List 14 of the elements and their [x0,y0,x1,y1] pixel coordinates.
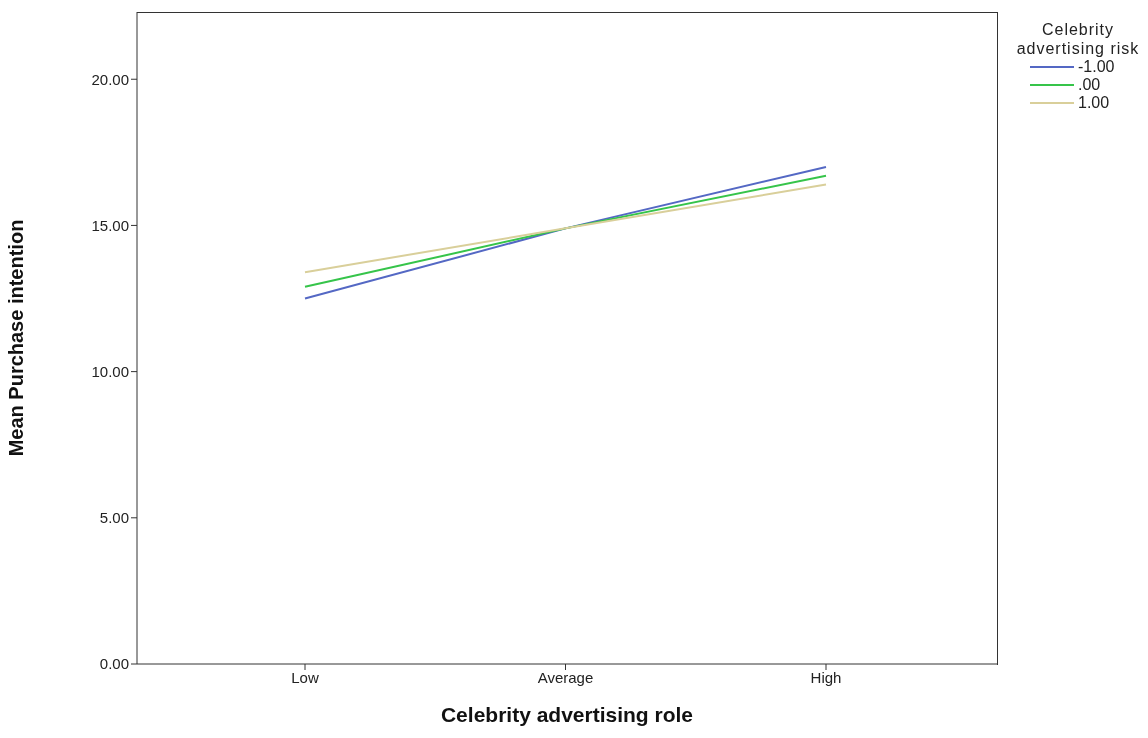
y-tick-label: 10.00 [91,362,129,380]
x-tick-label: High [810,668,842,686]
y-tick-label: 15.00 [91,216,129,234]
legend-label: .00 [1078,76,1101,94]
legend-label: -1.00 [1078,58,1115,76]
y-tick-label: 20.00 [91,70,129,88]
x-axis-title: Celebrity advertising role [440,703,694,726]
y-tick-label: 0.00 [99,655,129,673]
y-axis-title: Mean Purchase intention [5,219,28,457]
legend-label: 1.00 [1078,94,1110,112]
legend-title: Celebrity advertising risk [1015,20,1141,58]
x-tick-label: Low [291,668,319,686]
x-tick-label: Average [537,668,594,686]
y-tick-label: 5.00 [99,509,129,527]
